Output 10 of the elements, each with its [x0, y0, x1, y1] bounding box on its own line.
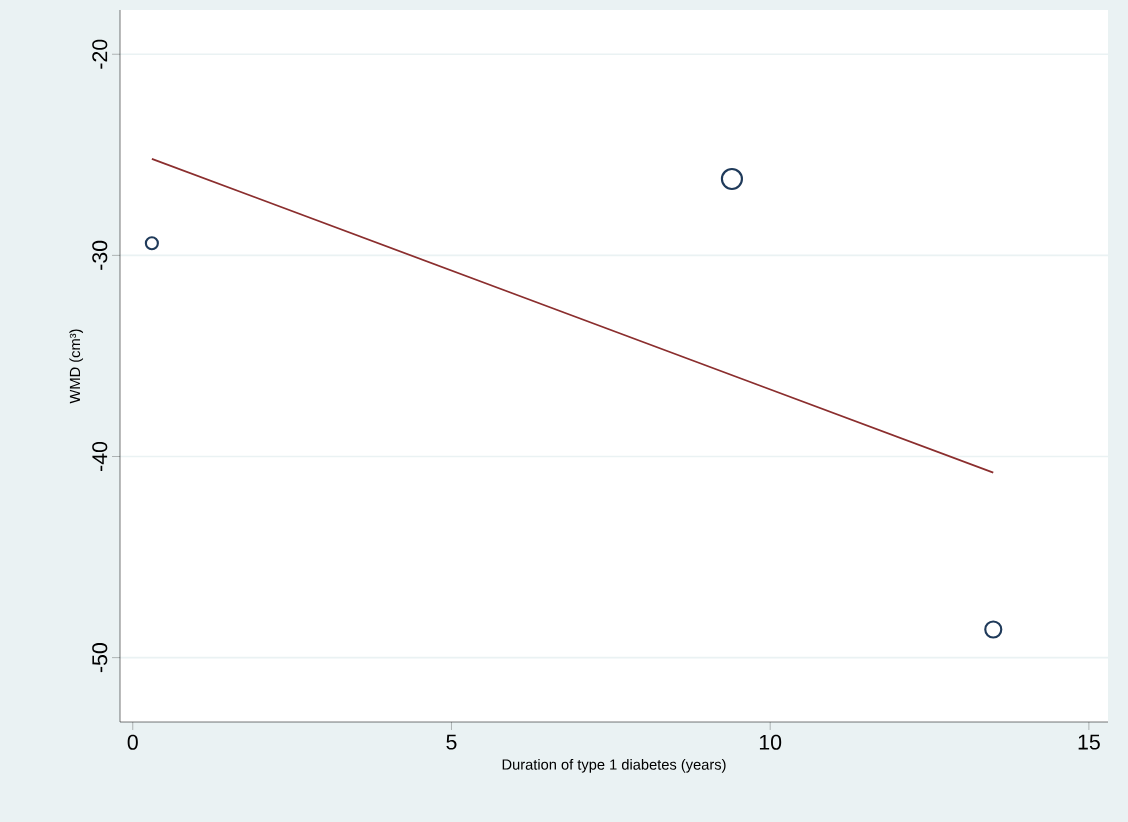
x-axis-title: Duration of type 1 diabetes (years): [502, 758, 726, 773]
x-tick-label: 0: [127, 734, 138, 750]
x-tick-label: 10: [759, 734, 782, 750]
y-axis-title: WMD (cm³): [69, 329, 84, 404]
y-tick-label: -50: [92, 643, 108, 673]
y-tick-label: -20: [92, 39, 108, 69]
x-tick-label: 5: [446, 734, 457, 750]
x-tick-label: 15: [1078, 734, 1100, 750]
y-tick-label: -30: [92, 240, 108, 270]
y-tick-label: -40: [92, 441, 108, 471]
